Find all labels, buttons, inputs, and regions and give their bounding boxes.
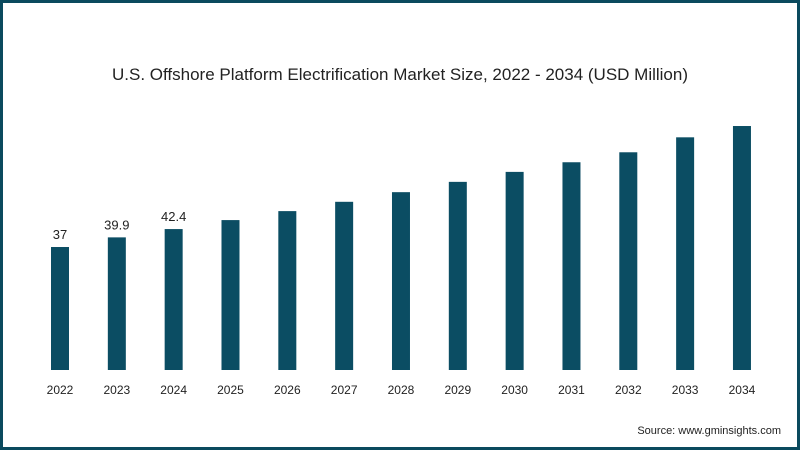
bar-2024: [164, 229, 183, 370]
source-text: Source: www.gminsights.com: [637, 425, 781, 437]
x-tick-label: 2028: [388, 383, 415, 397]
x-tick-label: 2030: [501, 383, 528, 397]
bar-2032: [619, 152, 638, 370]
x-tick-label: 2025: [217, 383, 244, 397]
bar-2027: [335, 201, 354, 370]
x-tick-label: 2027: [331, 383, 358, 397]
bar-2034: [732, 126, 751, 370]
data-label: 37: [53, 227, 67, 242]
bar-2023: [107, 237, 126, 370]
x-tick-label: 2023: [103, 383, 130, 397]
x-tick-label: 2026: [274, 383, 301, 397]
x-tick-label: 2022: [47, 383, 74, 397]
data-label: 42.4: [161, 209, 186, 224]
bar-chart: 2022 37 2023 39.9 2024 42.4 2025 2026 2027 2028 20…: [47, 126, 756, 397]
bar-2030: [505, 171, 524, 370]
bar-2028: [391, 192, 410, 370]
x-tick-label: 2034: [729, 383, 756, 397]
bar-2033: [676, 137, 695, 370]
data-label: 39.9: [104, 217, 129, 232]
bar-2026: [278, 211, 297, 370]
bar-2022: [51, 247, 69, 370]
x-tick-label: 2033: [672, 383, 699, 397]
chart-title: U.S. Offshore Platform Electrification M…: [111, 65, 688, 84]
x-tick-label: 2029: [444, 383, 471, 397]
bar-2029: [448, 181, 467, 370]
bar-2031: [562, 162, 581, 370]
x-tick-label: 2032: [615, 383, 642, 397]
x-tick-label: 2031: [558, 383, 585, 397]
x-tick-label: 2024: [160, 383, 187, 397]
bar-2025: [221, 220, 240, 370]
